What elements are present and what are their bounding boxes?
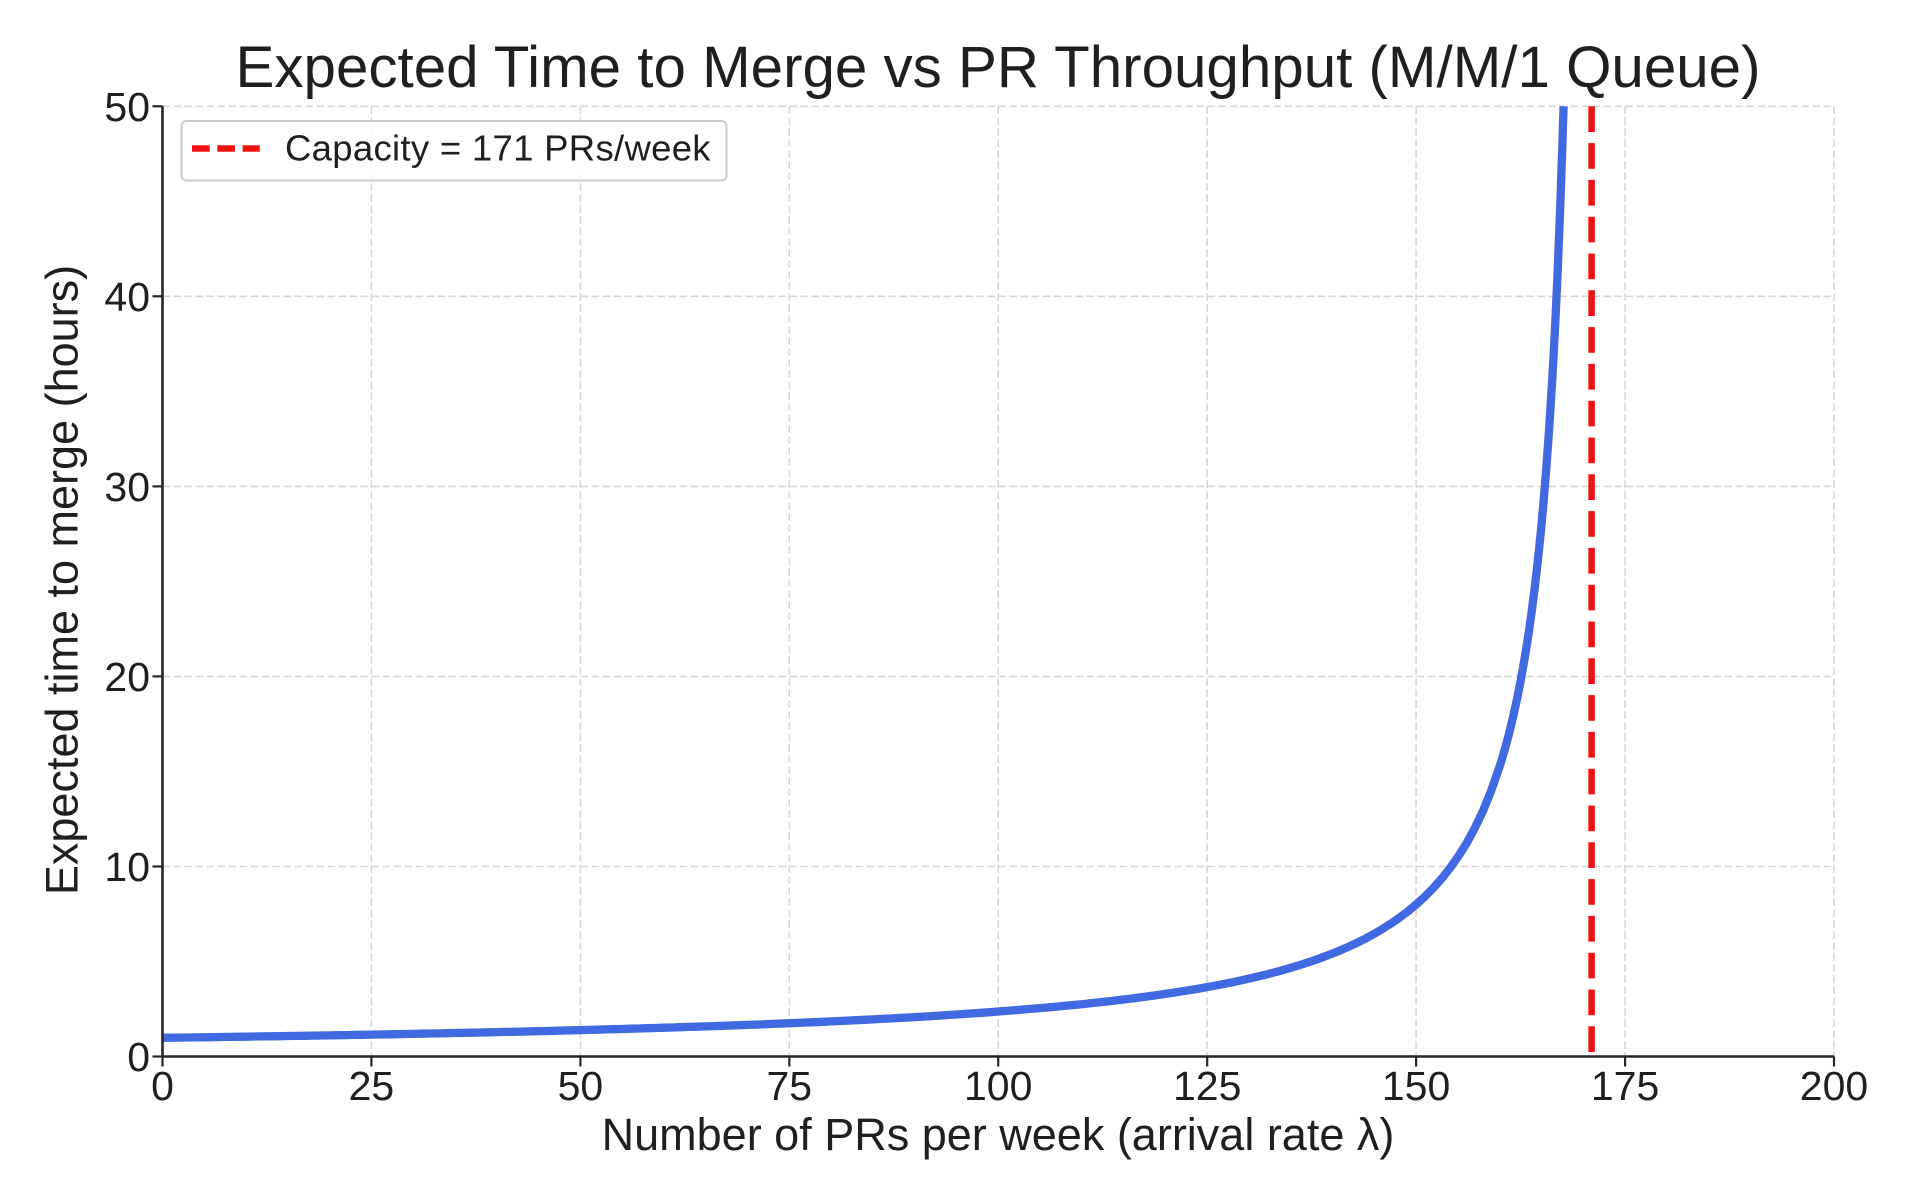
- svg-text:Expected Time to Merge vs PR T: Expected Time to Merge vs PR Throughput …: [235, 35, 1760, 100]
- svg-text:150: 150: [1382, 1063, 1450, 1109]
- svg-text:0: 0: [151, 1063, 174, 1109]
- svg-text:50: 50: [104, 84, 150, 130]
- svg-text:Number of PRs per week (arriva: Number of PRs per week (arrival rate λ): [602, 1109, 1395, 1160]
- svg-text:30: 30: [104, 464, 150, 510]
- svg-text:50: 50: [558, 1063, 604, 1109]
- svg-text:20: 20: [104, 654, 150, 700]
- svg-text:175: 175: [1591, 1063, 1659, 1109]
- svg-text:75: 75: [766, 1063, 812, 1109]
- svg-text:10: 10: [104, 844, 150, 890]
- svg-text:0: 0: [127, 1034, 150, 1080]
- svg-text:Expected time to merge (hours): Expected time to merge (hours): [37, 265, 88, 895]
- svg-text:25: 25: [349, 1063, 395, 1109]
- svg-text:125: 125: [1173, 1063, 1241, 1109]
- svg-text:40: 40: [104, 274, 150, 320]
- svg-text:200: 200: [1800, 1063, 1868, 1109]
- svg-text:Capacity = 171 PRs/week: Capacity = 171 PRs/week: [285, 128, 711, 169]
- svg-text:100: 100: [964, 1063, 1032, 1109]
